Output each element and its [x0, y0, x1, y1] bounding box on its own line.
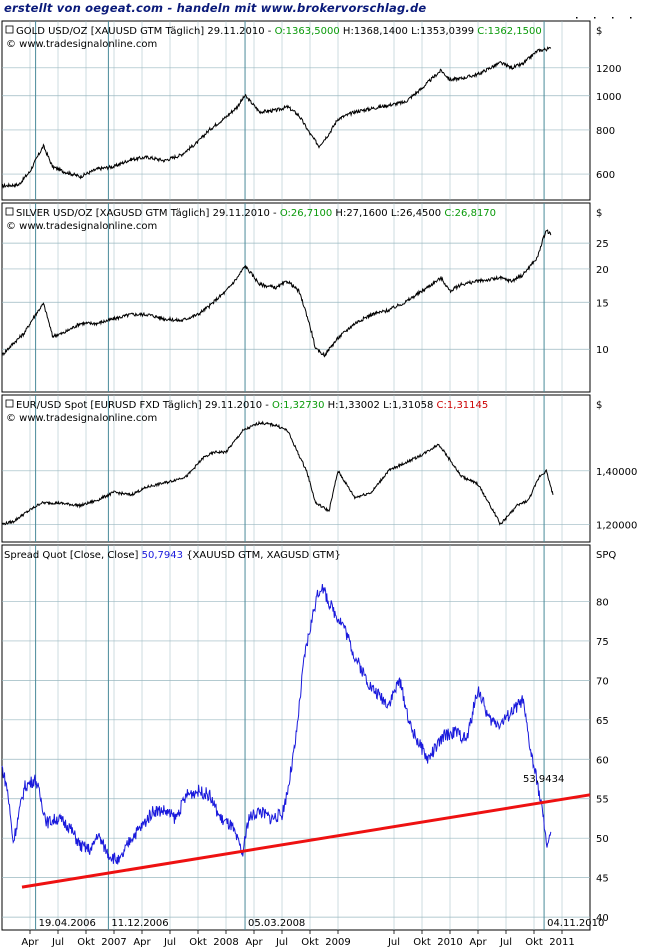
- series-checkbox-gold: [5, 25, 14, 34]
- y-tick-spread: 55: [596, 795, 609, 806]
- series-lines: [1, 46, 591, 889]
- series-line-spread: [1, 584, 552, 865]
- source-credit-silver: © www.tradesignalonline.com: [6, 221, 157, 232]
- trend-value-label: 53,9434: [523, 774, 564, 785]
- y-unit-silver: $: [596, 208, 602, 219]
- x-tick-label: Jul: [387, 937, 400, 948]
- y-tick-spread: 50: [596, 834, 609, 845]
- x-tick-label: Jul: [51, 937, 64, 948]
- panel-title-silver: SILVER USD/OZ [XAGUSD GTM Täglich] 29.11…: [16, 208, 496, 219]
- x-tick-label: Jul: [499, 937, 512, 948]
- y-tick-spread: 60: [596, 755, 609, 766]
- y-tick-spread: 65: [596, 716, 609, 727]
- panel-frames: [1, 20, 591, 931]
- y-tick-silver: 25: [596, 239, 609, 250]
- x-tick-label: 2011: [549, 937, 574, 948]
- x-tick-label: Okt: [77, 937, 95, 948]
- toolbar-dot: [612, 17, 614, 19]
- x-tick-label: 2007: [101, 937, 126, 948]
- panel-title-eurusd: EUR/USD Spot [EURUSD FXD Täglich] 29.11.…: [16, 400, 488, 411]
- y-tick-gold: 1000: [596, 92, 621, 103]
- x-tick-label: Okt: [525, 937, 543, 948]
- y-tick-eurusd: 1,20000: [596, 520, 637, 531]
- panel-frame-gold: [1, 20, 591, 201]
- panel-frame-spread: [1, 544, 591, 931]
- panel-title-spread: Spread Quot [Close, Close] 50,7943 {XAUU…: [4, 550, 341, 561]
- y-unit-spread: SPQ: [596, 550, 616, 561]
- toolbar-dot: [594, 17, 596, 19]
- y-tick-gold: 600: [596, 170, 615, 181]
- y-tick-spread: 75: [596, 637, 609, 648]
- grid-lines: [2, 21, 590, 930]
- toolbar-dot: [576, 17, 578, 19]
- panel-frame-eurusd: [1, 394, 591, 543]
- x-tick-label: Jul: [163, 937, 176, 948]
- x-tick-label: Jul: [275, 937, 288, 948]
- source-credit-gold: © www.tradesignalonline.com: [6, 39, 157, 50]
- series-checkbox-eurusd: [5, 399, 14, 408]
- x-tick-label: Okt: [413, 937, 431, 948]
- x-tick-label: Okt: [301, 937, 319, 948]
- series-checkbox-silver: [5, 207, 14, 216]
- y-tick-silver: 20: [596, 265, 609, 276]
- panel-title-gold: GOLD USD/OZ [XAUUSD GTM Täglich] 29.11.2…: [16, 26, 542, 37]
- y-tick-spread: 40: [596, 913, 609, 924]
- toolbar-dot: [630, 17, 632, 19]
- series-line-eurusd: [1, 420, 554, 526]
- page-title: erstellt von oegeat.com - handeln mit ww…: [4, 1, 427, 15]
- y-tick-gold: 1200: [596, 64, 621, 75]
- y-tick-silver: 10: [596, 345, 609, 356]
- x-tick-label: Apr: [245, 937, 263, 948]
- x-tick-label: Okt: [189, 937, 207, 948]
- x-tick-label: Apr: [133, 937, 151, 948]
- x-tick-label: Apr: [21, 937, 39, 948]
- series-line-silver: [1, 229, 552, 358]
- x-tick-label: Apr: [469, 937, 487, 948]
- y-tick-gold: 800: [596, 126, 615, 137]
- y-tick-spread: 70: [596, 676, 609, 687]
- y-tick-eurusd: 1,40000: [596, 467, 637, 478]
- marker-lines: [35, 21, 545, 930]
- y-tick-spread: 45: [596, 874, 609, 885]
- y-tick-silver: 15: [596, 298, 609, 309]
- y-unit-gold: $: [596, 26, 602, 37]
- y-tick-spread: 80: [596, 597, 609, 608]
- x-tick-label: 2009: [325, 937, 350, 948]
- panel-frame-silver: [1, 202, 591, 393]
- series-line-gold: [1, 46, 552, 189]
- source-credit-eurusd: © www.tradesignalonline.com: [6, 413, 157, 424]
- marker-date-label: 05.03.2008: [248, 918, 305, 929]
- marker-date-label: 11.12.2006: [111, 918, 168, 929]
- marker-date-label: 19.04.2006: [39, 918, 96, 929]
- marker-date-label: 04.11.2010: [547, 918, 604, 929]
- labels: 600 800 1000 1200 $ GOLD USD/OZ [XAUUSD GTM T…: [4, 17, 637, 948]
- y-unit-eurusd: $: [596, 400, 602, 411]
- x-tick-label: 2010: [437, 937, 462, 948]
- x-tick-label: 2008: [213, 937, 238, 948]
- trend-line: [21, 793, 591, 889]
